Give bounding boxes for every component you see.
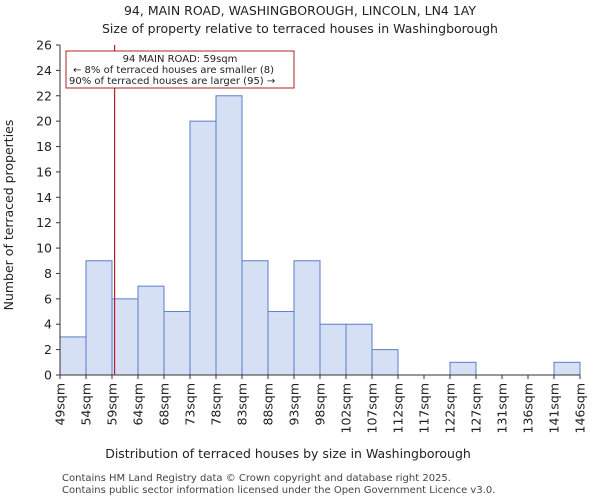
x-tick-label: 146sqm bbox=[573, 383, 588, 433]
annotation-line-3: 90% of terraced houses are larger (95) → bbox=[69, 76, 275, 87]
footer-line-2: Contains public sector information licen… bbox=[62, 485, 496, 496]
annotation-box: 94 MAIN ROAD: 59sqm ← 8% of terraced hou… bbox=[65, 50, 295, 89]
x-tick-label: 131sqm bbox=[495, 383, 510, 433]
bar-64sqm bbox=[137, 285, 165, 376]
y-axis-label: Number of terraced properties bbox=[1, 120, 16, 311]
x-tick-label: 136sqm bbox=[521, 383, 536, 433]
x-tick-label: 59sqm bbox=[105, 383, 120, 426]
bar-49sqm bbox=[59, 336, 87, 376]
y-tick-label: 16 bbox=[36, 164, 52, 179]
bar-141sqm bbox=[553, 361, 581, 376]
x-tick-label: 93sqm bbox=[287, 383, 302, 426]
y-tick-label: 10 bbox=[36, 241, 52, 256]
chart-subtitle: Size of property relative to terraced ho… bbox=[102, 21, 498, 36]
y-tick-label: 8 bbox=[44, 266, 52, 281]
y-tick-label: 2 bbox=[44, 342, 52, 357]
annotation-frame bbox=[65, 50, 295, 89]
y-tick-label: 14 bbox=[36, 190, 52, 205]
x-tick-label: 141sqm bbox=[547, 383, 562, 433]
bar-88sqm bbox=[267, 311, 295, 376]
x-tick-label: 107sqm bbox=[365, 383, 380, 433]
bar-122sqm bbox=[449, 361, 477, 376]
x-tick-label: 73sqm bbox=[183, 383, 198, 426]
x-tick-label: 102sqm bbox=[339, 383, 354, 433]
bar-102sqm bbox=[345, 323, 373, 376]
x-axis-label: Distribution of terraced houses by size … bbox=[105, 446, 471, 461]
y-tick-label: 0 bbox=[44, 368, 52, 383]
x-ticks-group: 49sqm 54sqm 59sqm 64sqm 68sqm 73sqm 78sqm 83sqm… bbox=[53, 375, 588, 433]
bar-83sqm bbox=[241, 260, 269, 376]
x-tick-label: 49sqm bbox=[53, 383, 68, 426]
x-tick-label: 127sqm bbox=[469, 383, 484, 433]
x-tick-label: 83sqm bbox=[235, 383, 250, 426]
x-tick-label: 54sqm bbox=[79, 383, 94, 426]
y-tick-label: 6 bbox=[44, 291, 52, 306]
annotation-line-2: ← 8% of terraced houses are smaller (8) bbox=[73, 65, 274, 76]
x-tick-label: 122sqm bbox=[443, 383, 458, 433]
footer-line-1: Contains HM Land Registry data © Crown c… bbox=[62, 473, 451, 484]
x-tick-label: 88sqm bbox=[261, 383, 276, 426]
bar-68sqm bbox=[163, 311, 191, 376]
y-tick-label: 22 bbox=[36, 88, 52, 103]
bar-59sqm bbox=[111, 298, 139, 376]
x-tick-label: 64sqm bbox=[131, 383, 146, 426]
y-tick-label: 26 bbox=[36, 38, 52, 53]
y-tick-label: 24 bbox=[36, 63, 52, 78]
bar-73sqm bbox=[189, 120, 217, 376]
x-tick-label: 117sqm bbox=[417, 383, 432, 433]
y-tick-label: 4 bbox=[44, 317, 52, 332]
bar-54sqm bbox=[85, 260, 113, 376]
bar-78sqm bbox=[215, 95, 243, 376]
x-tick-label: 78sqm bbox=[209, 383, 224, 426]
x-tick-label: 68sqm bbox=[157, 383, 172, 426]
bar-98sqm bbox=[319, 323, 347, 376]
x-tick-label: 112sqm bbox=[391, 383, 406, 433]
bars-group bbox=[59, 95, 581, 376]
x-tick-label: 98sqm bbox=[313, 383, 328, 426]
y-tick-label: 12 bbox=[36, 215, 52, 230]
y-tick-label: 20 bbox=[36, 114, 52, 129]
annotation-line-1: 94 MAIN ROAD: 59sqm bbox=[123, 54, 238, 65]
y-tick-label: 18 bbox=[36, 139, 52, 154]
bar-107sqm bbox=[371, 349, 399, 376]
chart-title: 94, MAIN ROAD, WASHINGBOROUGH, LINCOLN, … bbox=[123, 3, 477, 18]
bar-93sqm bbox=[293, 260, 321, 376]
